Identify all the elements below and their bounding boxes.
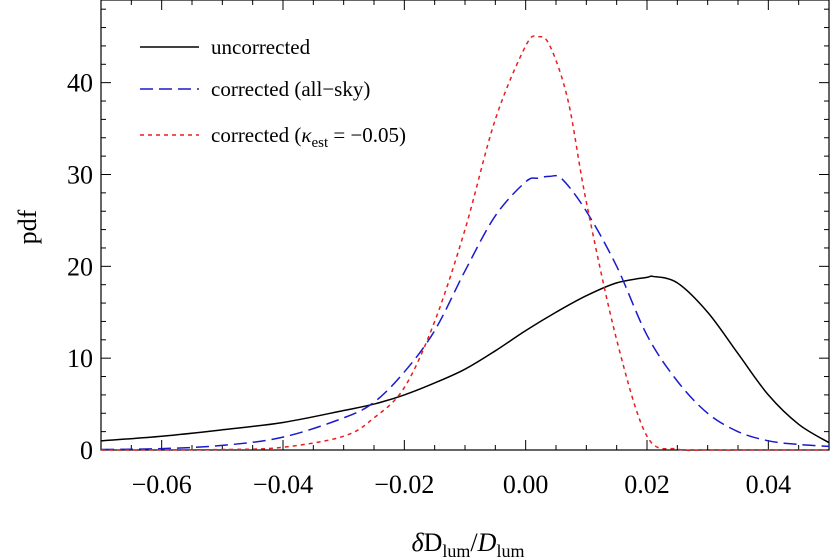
x-axis-label-sub1: lum	[442, 541, 470, 557]
legend-label-corrected-kappa: corrected (κest = −0.05)	[211, 123, 406, 151]
y-tick-label: 10	[67, 344, 93, 373]
x-axis-label-prefix: δ	[412, 528, 425, 557]
plot-frame	[100, 0, 830, 451]
y-tick-label: 30	[67, 160, 93, 189]
y-axis-label: pdf	[13, 209, 42, 244]
y-tick-label: 0	[80, 436, 93, 465]
x-tick-label: 0.00	[503, 470, 549, 499]
x-axis-label-base1: D	[424, 528, 443, 557]
axis-ticks	[100, 0, 830, 451]
y-tick-label: 40	[67, 69, 93, 98]
plot-border	[100, 0, 830, 451]
legend-label-kappa-symbol: κ	[301, 123, 312, 147]
x-tick-label: 0.04	[746, 470, 792, 499]
series-line-0	[100, 275, 830, 444]
legend-label-kappa-suffix: = −0.05)	[328, 123, 406, 147]
series-layer	[100, 35, 830, 452]
y-tick-label: 20	[67, 252, 93, 281]
x-tick-label: −0.06	[132, 470, 192, 499]
x-tick-label: 0.02	[624, 470, 670, 499]
x-tick-label: −0.04	[253, 470, 313, 499]
x-axis-label-sub2: lum	[496, 541, 524, 557]
legend-label-uncorrected: uncorrected	[211, 35, 311, 59]
legend-label-kappa-sub: est	[311, 135, 328, 151]
legend-label-corrected-all-sky: corrected (all−sky)	[211, 77, 370, 101]
tick-labels: −0.06 −0.04 −0.02 0.00 0.02 0.04 0 10 20 30 40	[67, 69, 791, 499]
x-axis-label: δDlum/Dlum	[412, 528, 525, 557]
x-tick-label: −0.02	[374, 470, 434, 499]
legend: uncorrected corrected (all−sky) correcte…	[140, 35, 406, 151]
series-line-2	[100, 35, 829, 452]
x-axis-label-slash: /	[470, 528, 478, 557]
x-axis-label-base2: D	[477, 528, 497, 557]
legend-label-kappa-prefix: corrected (	[211, 123, 301, 147]
series-line-1	[100, 174, 830, 451]
